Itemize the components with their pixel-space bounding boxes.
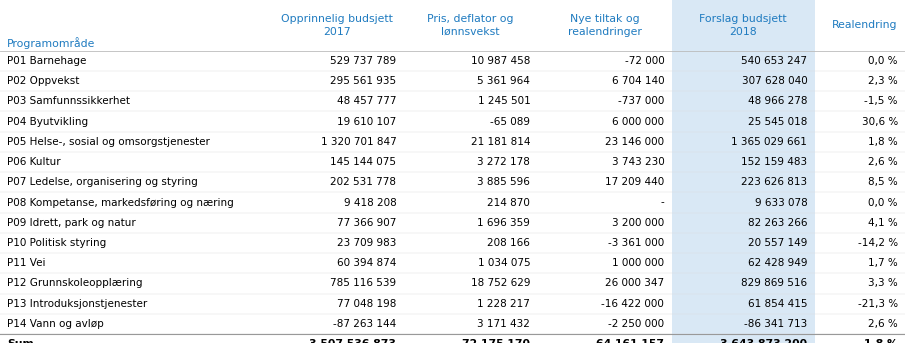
- Text: 1 245 501: 1 245 501: [478, 96, 530, 106]
- Text: Pris, deflator og
lønnsvekst: Pris, deflator og lønnsvekst: [427, 14, 514, 37]
- Text: 77 048 198: 77 048 198: [337, 299, 396, 309]
- Text: -72 000: -72 000: [624, 56, 664, 66]
- Text: P09 Idrett, park og natur: P09 Idrett, park og natur: [7, 218, 136, 228]
- Text: -2 250 000: -2 250 000: [608, 319, 664, 329]
- Text: 23 146 000: 23 146 000: [605, 137, 664, 147]
- Text: 18 752 629: 18 752 629: [471, 279, 530, 288]
- Text: 20 557 149: 20 557 149: [748, 238, 807, 248]
- Text: P06 Kultur: P06 Kultur: [7, 157, 61, 167]
- Text: 3 272 178: 3 272 178: [478, 157, 530, 167]
- Text: P14 Vann og avløp: P14 Vann og avløp: [7, 319, 104, 329]
- Text: -3 361 000: -3 361 000: [608, 238, 664, 248]
- Text: 6 000 000: 6 000 000: [612, 117, 664, 127]
- Text: 62 428 949: 62 428 949: [748, 258, 807, 268]
- Text: 0,0 %: 0,0 %: [868, 56, 898, 66]
- Text: 145 144 075: 145 144 075: [330, 157, 396, 167]
- Text: P03 Samfunnssikkerhet: P03 Samfunnssikkerhet: [7, 96, 130, 106]
- Text: -16 422 000: -16 422 000: [602, 299, 664, 309]
- Text: 5 361 964: 5 361 964: [478, 76, 530, 86]
- Text: P01 Barnehage: P01 Barnehage: [7, 56, 87, 66]
- Text: 25 545 018: 25 545 018: [748, 117, 807, 127]
- Text: 1 228 217: 1 228 217: [478, 299, 530, 309]
- Text: P05 Helse-, sosial og omsorgstjenester: P05 Helse-, sosial og omsorgstjenester: [7, 137, 210, 147]
- Text: 1 320 701 847: 1 320 701 847: [320, 137, 396, 147]
- Text: 48 966 278: 48 966 278: [748, 96, 807, 106]
- Text: 1,8 %: 1,8 %: [863, 339, 898, 343]
- Text: 214 870: 214 870: [488, 198, 530, 208]
- Text: 208 166: 208 166: [488, 238, 530, 248]
- Text: Sum: Sum: [7, 339, 34, 343]
- Text: 3 885 596: 3 885 596: [478, 177, 530, 187]
- Text: 19 610 107: 19 610 107: [338, 117, 396, 127]
- Text: 17 209 440: 17 209 440: [605, 177, 664, 187]
- Text: 3 507 536 873: 3 507 536 873: [310, 339, 396, 343]
- Text: 3 743 230: 3 743 230: [612, 157, 664, 167]
- Text: 1 696 359: 1 696 359: [478, 218, 530, 228]
- Text: P10 Politisk styring: P10 Politisk styring: [7, 238, 107, 248]
- Text: 6 704 140: 6 704 140: [612, 76, 664, 86]
- Text: 48 457 777: 48 457 777: [337, 96, 396, 106]
- Text: P08 Kompetanse, markedsføring og næring: P08 Kompetanse, markedsføring og næring: [7, 198, 234, 208]
- Text: Nye tiltak og
realendringer: Nye tiltak og realendringer: [567, 14, 642, 37]
- Text: Opprinnelig budsjett
2017: Opprinnelig budsjett 2017: [281, 14, 393, 37]
- Text: P04 Byutvikling: P04 Byutvikling: [7, 117, 89, 127]
- Text: 2,6 %: 2,6 %: [868, 157, 898, 167]
- Text: 23 709 983: 23 709 983: [337, 238, 396, 248]
- Text: -65 089: -65 089: [491, 117, 530, 127]
- Text: 4,1 %: 4,1 %: [868, 218, 898, 228]
- Text: 26 000 347: 26 000 347: [605, 279, 664, 288]
- Text: Realendring: Realendring: [833, 20, 898, 31]
- Text: 3 171 432: 3 171 432: [478, 319, 530, 329]
- Text: 785 116 539: 785 116 539: [330, 279, 396, 288]
- Text: -87 263 144: -87 263 144: [333, 319, 396, 329]
- Text: 21 181 814: 21 181 814: [471, 137, 530, 147]
- Text: P13 Introduksjonstjenester: P13 Introduksjonstjenester: [7, 299, 148, 309]
- Text: 1,7 %: 1,7 %: [868, 258, 898, 268]
- Text: 3,3 %: 3,3 %: [868, 279, 898, 288]
- Text: 223 626 813: 223 626 813: [741, 177, 807, 187]
- Text: -21,3 %: -21,3 %: [858, 299, 898, 309]
- Text: 9 418 208: 9 418 208: [344, 198, 396, 208]
- Text: 1 034 075: 1 034 075: [478, 258, 530, 268]
- Text: 3 643 873 200: 3 643 873 200: [720, 339, 807, 343]
- Text: 1 000 000: 1 000 000: [612, 258, 664, 268]
- Text: -86 341 713: -86 341 713: [744, 319, 807, 329]
- Text: 202 531 778: 202 531 778: [330, 177, 396, 187]
- Text: P11 Vei: P11 Vei: [7, 258, 46, 268]
- Bar: [672, 0, 814, 343]
- Text: P02 Oppvekst: P02 Oppvekst: [7, 76, 80, 86]
- Text: -14,2 %: -14,2 %: [858, 238, 898, 248]
- Text: 1,8 %: 1,8 %: [868, 137, 898, 147]
- Text: 10 987 458: 10 987 458: [471, 56, 530, 66]
- Text: 295 561 935: 295 561 935: [330, 76, 396, 86]
- Text: 2,6 %: 2,6 %: [868, 319, 898, 329]
- Text: P12 Grunnskoleopplæring: P12 Grunnskoleopplæring: [7, 279, 143, 288]
- Text: 0,0 %: 0,0 %: [868, 198, 898, 208]
- Text: 2,3 %: 2,3 %: [868, 76, 898, 86]
- Text: 30,6 %: 30,6 %: [862, 117, 898, 127]
- Text: 529 737 789: 529 737 789: [330, 56, 396, 66]
- Text: 540 653 247: 540 653 247: [741, 56, 807, 66]
- Text: 8,5 %: 8,5 %: [868, 177, 898, 187]
- Text: 307 628 040: 307 628 040: [741, 76, 807, 86]
- Text: -1,5 %: -1,5 %: [864, 96, 898, 106]
- Text: 9 633 078: 9 633 078: [755, 198, 807, 208]
- Text: 829 869 516: 829 869 516: [741, 279, 807, 288]
- Text: P07 Ledelse, organisering og styring: P07 Ledelse, organisering og styring: [7, 177, 198, 187]
- Text: 82 263 266: 82 263 266: [748, 218, 807, 228]
- Text: Forslag budsjett
2018: Forslag budsjett 2018: [700, 14, 786, 37]
- Text: 77 366 907: 77 366 907: [337, 218, 396, 228]
- Text: 61 854 415: 61 854 415: [748, 299, 807, 309]
- Text: 72 175 170: 72 175 170: [462, 339, 530, 343]
- Text: -: -: [661, 198, 664, 208]
- Text: -737 000: -737 000: [618, 96, 664, 106]
- Text: Programområde: Programområde: [7, 37, 96, 49]
- Text: 3 200 000: 3 200 000: [612, 218, 664, 228]
- Text: 1 365 029 661: 1 365 029 661: [731, 137, 807, 147]
- Text: 60 394 874: 60 394 874: [337, 258, 396, 268]
- Text: 64 161 157: 64 161 157: [596, 339, 664, 343]
- Text: 152 159 483: 152 159 483: [741, 157, 807, 167]
